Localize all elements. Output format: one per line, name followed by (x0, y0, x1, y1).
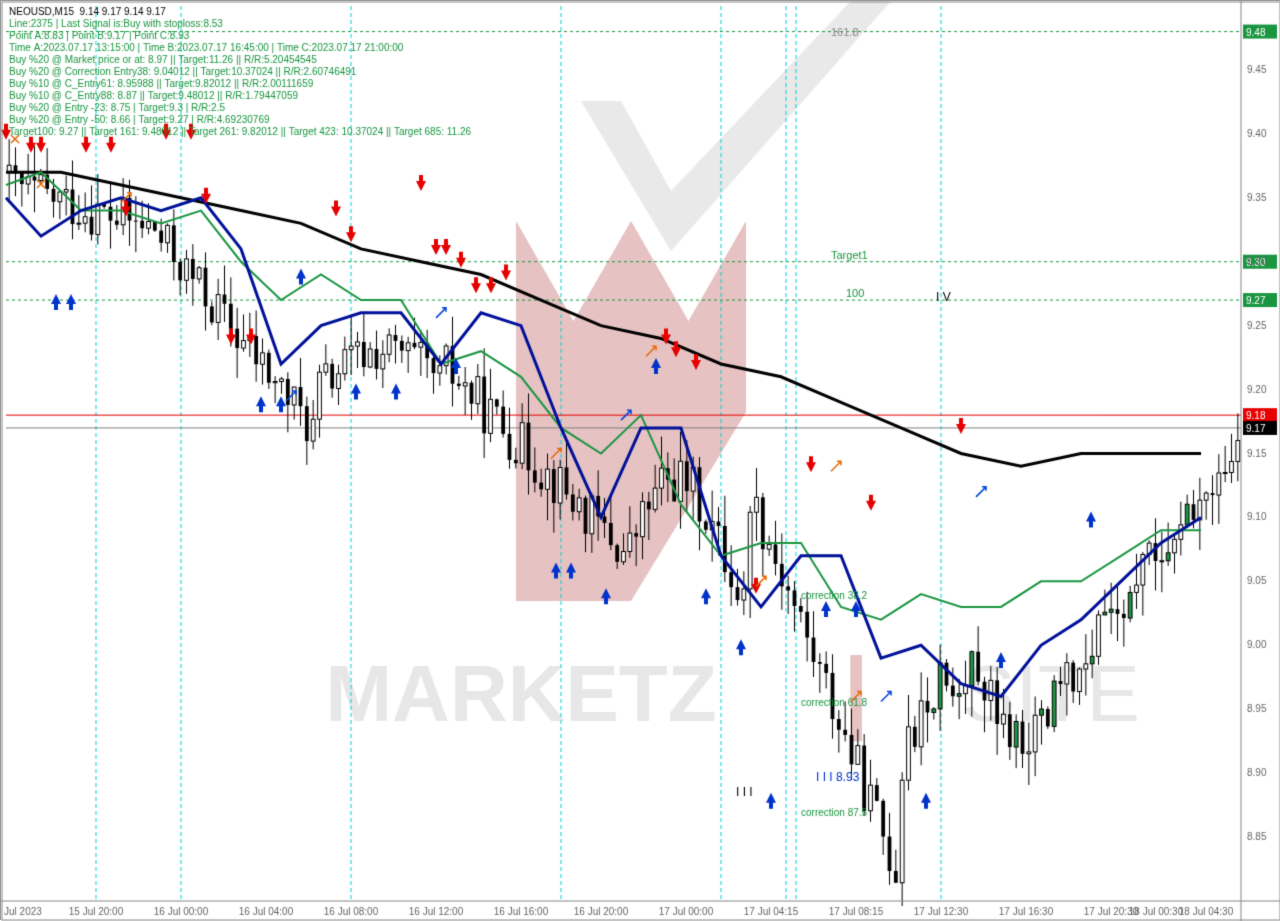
candlestick-chart[interactable] (1, 1, 1280, 921)
chart-container[interactable] (0, 0, 1280, 920)
